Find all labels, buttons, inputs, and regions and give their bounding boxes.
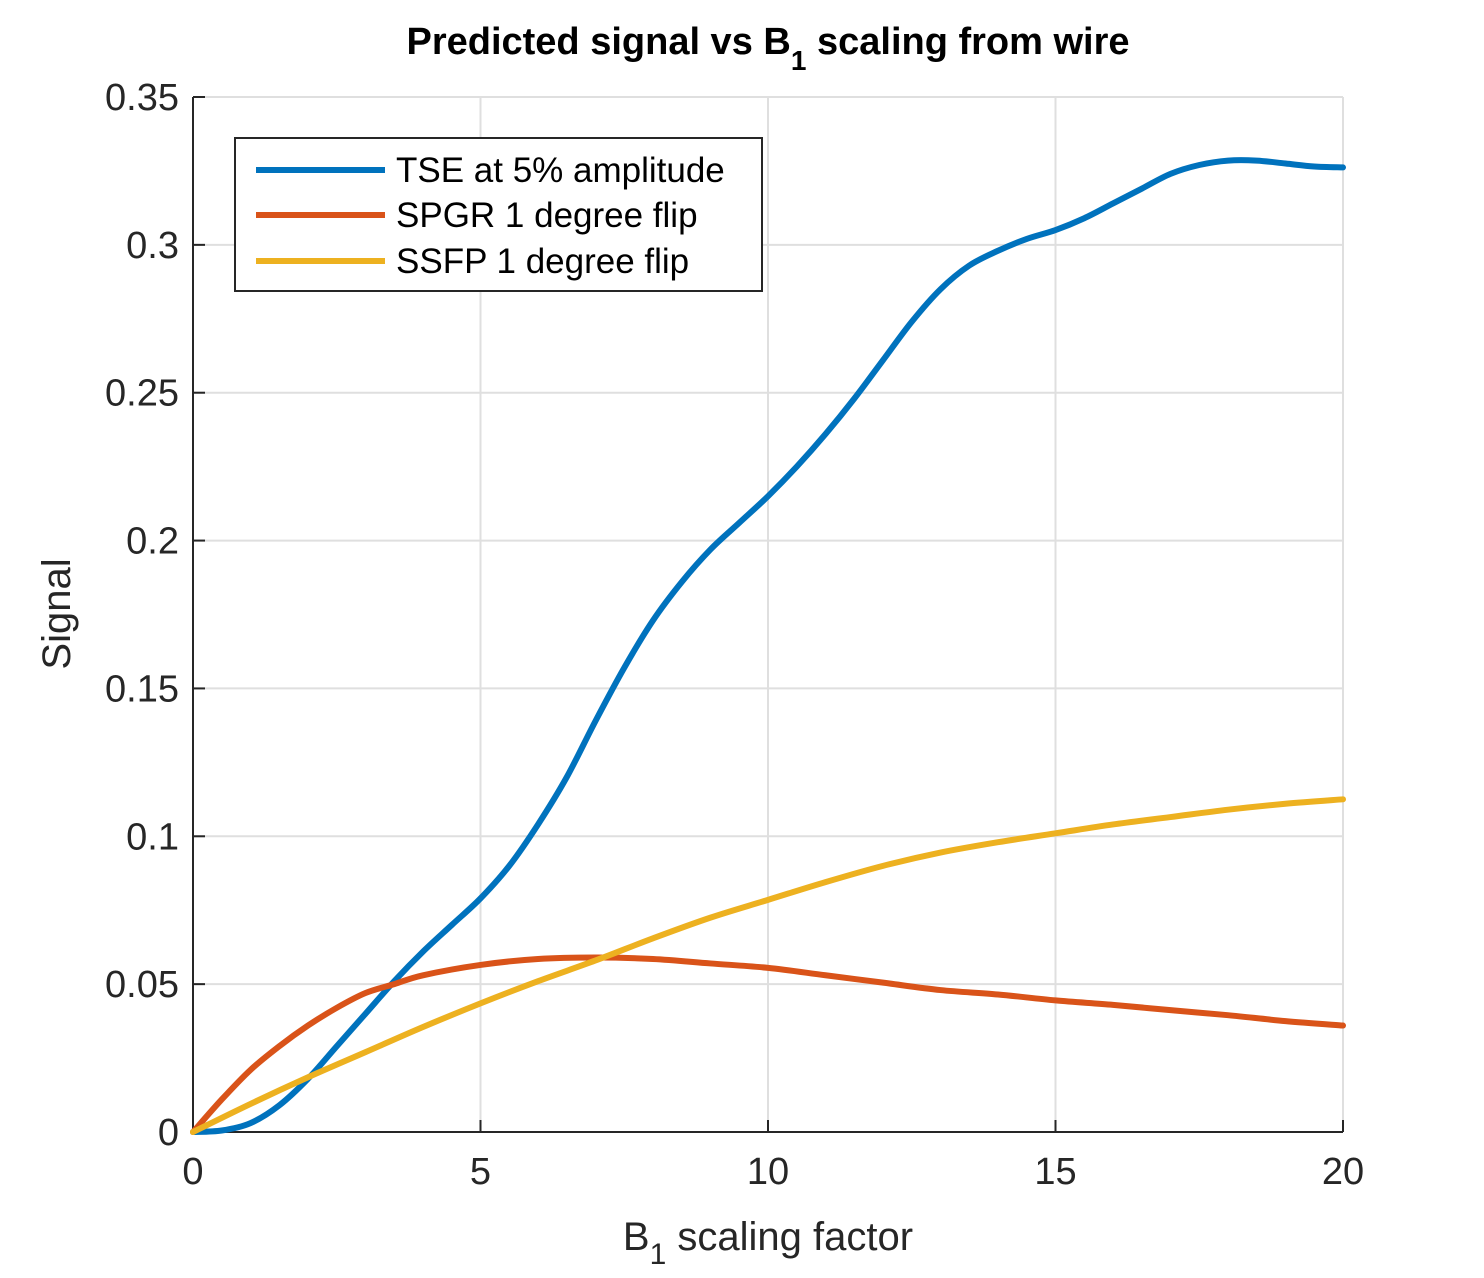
grid	[193, 96, 1344, 1132]
legend-label-tse: TSE at 5% amplitude	[396, 151, 725, 190]
series-lines	[190, 157, 1346, 1135]
legend-label-spgr: SPGR 1 degree flip	[396, 196, 698, 235]
y-tick-label: 0.2	[126, 521, 179, 563]
legend: TSE at 5% amplitude SPGR 1 degree flip S…	[234, 137, 763, 292]
y-tick-label: 0.05	[105, 964, 179, 1006]
y-tick-label: 0.35	[105, 77, 179, 119]
x-tick-label: 20	[1322, 1151, 1364, 1193]
y-tick-label: 0.1	[126, 816, 179, 858]
x-axis-ticks: 0 5 10 15 20	[182, 1120, 1364, 1193]
x-tick-label: 15	[1034, 1151, 1076, 1193]
x-tick-label: 10	[747, 1151, 789, 1193]
y-axis-ticks: 0 0.05 0.1 0.15 0.2 0.25 0.3 0.35	[105, 77, 205, 1154]
series-line-tse	[190, 157, 1346, 1135]
y-tick-label: 0.3	[126, 225, 179, 267]
x-axis-title: B1 scaling factor	[623, 1215, 913, 1271]
y-tick-label: 0	[158, 1112, 179, 1154]
chart-title: Predicted signal vs B1 scaling from wire	[406, 21, 1129, 76]
series-line-spgr	[190, 954, 1346, 1135]
series-line-ssfp	[190, 796, 1346, 1135]
y-tick-label: 0.25	[105, 373, 179, 415]
x-tick-label: 0	[182, 1151, 203, 1193]
x-tick-label: 5	[470, 1151, 491, 1193]
legend-label-ssfp: SSFP 1 degree flip	[396, 242, 689, 281]
y-axis-title: Signal	[35, 558, 79, 669]
y-tick-label: 0.15	[105, 668, 179, 710]
